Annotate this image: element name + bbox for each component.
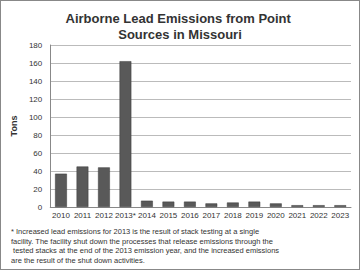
svg-text:2019: 2019 [245,211,263,220]
svg-text:Airborne Lead Emissions from P: Airborne Lead Emissions from Point [66,11,295,26]
svg-text:2021: 2021 [288,211,306,220]
svg-text:facility. The facility shut do: facility. The facility shut down the pro… [11,237,273,246]
svg-text:120: 120 [29,95,43,104]
svg-text:40: 40 [33,167,42,176]
svg-text:2020: 2020 [267,211,285,220]
svg-text:2022: 2022 [310,211,328,220]
svg-text:100: 100 [29,113,43,122]
svg-text:20: 20 [33,185,42,194]
svg-text:2013*: 2013* [115,211,136,220]
svg-text:60: 60 [33,149,42,158]
svg-text:0: 0 [38,203,43,212]
svg-text:tested stacks at the end of th: tested stacks at the end of the 2013 emi… [11,246,281,255]
svg-text:2011: 2011 [74,211,92,220]
svg-text:2014: 2014 [138,211,156,220]
svg-text:2010: 2010 [52,211,70,220]
svg-text:160: 160 [29,59,43,68]
svg-text:2015: 2015 [160,211,178,220]
svg-text:Tons: Tons [9,116,19,137]
svg-text:2023: 2023 [331,211,349,220]
svg-text:2016: 2016 [181,211,199,220]
svg-text:2012: 2012 [95,211,113,220]
svg-text:are the result of the shut dow: are the result of the shut down activiti… [11,256,145,265]
svg-text:80: 80 [33,131,42,140]
svg-text:180: 180 [29,41,43,50]
svg-text:2018: 2018 [224,211,242,220]
svg-text:* Increased lead emissions for: * Increased lead emissions for 2013 is t… [11,227,261,236]
svg-text:140: 140 [29,77,43,86]
svg-text:2017: 2017 [202,211,220,220]
svg-text:Sources in Missouri: Sources in Missouri [118,27,242,42]
